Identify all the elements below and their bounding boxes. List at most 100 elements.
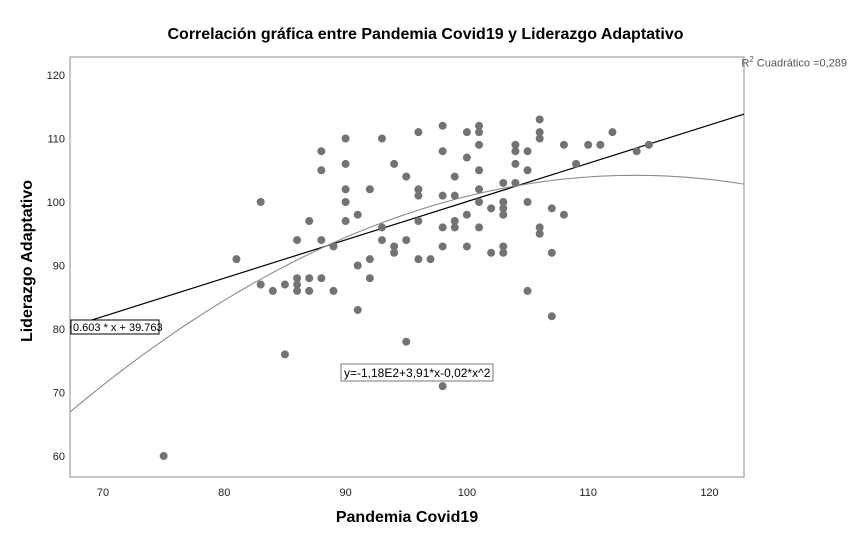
data-point [414, 185, 423, 194]
y-tick-label: 110 [47, 134, 65, 146]
y-tick-label: 90 [53, 261, 65, 273]
data-point [280, 280, 289, 289]
data-point [450, 217, 459, 226]
y-tick-label: 60 [53, 451, 65, 463]
x-tick-label: 110 [579, 487, 597, 499]
data-point [256, 198, 265, 206]
data-point [438, 223, 447, 232]
data-point [475, 185, 484, 194]
x-tick-label: 70 [97, 487, 109, 499]
data-point [511, 178, 520, 187]
data-point [547, 204, 556, 213]
data-point [596, 140, 605, 149]
axes: 70 80 90 100 110 120 60 70 80 90 100 110 120 [47, 56, 745, 499]
r2-value: Cuadrático =0,289 [756, 57, 847, 70]
data-point [475, 223, 484, 232]
data-point [414, 217, 423, 226]
data-point [511, 147, 520, 156]
data-point [305, 286, 314, 295]
data-point [232, 255, 241, 264]
r2-label: R2 Cuadrático =0,289 [741, 55, 847, 70]
data-point [462, 242, 471, 251]
linear-fit-line [70, 113, 744, 328]
data-point [317, 147, 326, 156]
data-point [511, 140, 520, 149]
data-point [535, 115, 544, 124]
data-point [341, 159, 350, 168]
data-point [511, 159, 520, 168]
data-point [341, 185, 350, 194]
data-point [523, 198, 532, 206]
data-point [499, 242, 508, 251]
data-point [523, 147, 532, 156]
x-tick-label: 90 [339, 487, 351, 499]
data-point [305, 274, 314, 283]
linear-fit-label-box [70, 319, 160, 335]
x-tick-label: 120 [700, 487, 718, 499]
x-tick-label: 100 [458, 487, 476, 499]
r2-superscript: 2 [749, 55, 754, 64]
quadratic-fit-label-box [340, 363, 494, 382]
data-point [390, 242, 399, 251]
data-point [523, 286, 532, 295]
data-point [293, 274, 302, 283]
data-point [438, 147, 447, 156]
data-point [341, 198, 350, 206]
data-point [305, 217, 314, 226]
data-point [414, 191, 423, 200]
data-point [268, 286, 277, 295]
data-point [499, 248, 508, 257]
data-point [341, 217, 350, 226]
data-point [547, 248, 556, 257]
data-point [438, 191, 447, 200]
data-point [438, 121, 447, 130]
data-point [317, 236, 326, 245]
data-point [475, 140, 484, 149]
data-point [402, 337, 411, 346]
data-point [584, 140, 593, 149]
data-point [475, 128, 484, 137]
data-point [159, 452, 168, 460]
y-tick-label: 80 [53, 324, 65, 336]
data-point [547, 312, 556, 321]
linear-fit-label: 0.603 * x + 39.763 [73, 322, 163, 334]
data-point [450, 172, 459, 181]
x-axis-label: Pandemia Covid19 [335, 509, 479, 526]
data-point [353, 261, 362, 270]
data-point [450, 223, 459, 232]
data-point [475, 166, 484, 175]
data-point [414, 255, 423, 264]
data-point [438, 242, 447, 251]
data-point [293, 286, 302, 295]
data-point [462, 210, 471, 219]
data-points [159, 115, 653, 460]
data-point [256, 280, 265, 289]
data-point [390, 248, 399, 257]
data-point [523, 166, 532, 175]
r2-prefix: R [741, 57, 750, 70]
data-point [499, 178, 508, 187]
plot-frame [69, 56, 745, 478]
data-point [487, 248, 496, 257]
quadratic-fit-curve [70, 174, 744, 413]
data-point [462, 128, 471, 137]
data-point [353, 305, 362, 314]
x-tick-label: 80 [218, 487, 230, 499]
data-point [377, 236, 386, 245]
data-point [559, 140, 568, 149]
data-point [293, 280, 302, 289]
data-point [402, 236, 411, 245]
data-point [535, 223, 544, 232]
data-point [535, 128, 544, 137]
data-point [499, 198, 508, 206]
fit-labels: 0.603 * x + 39.763 y=-1,18E2+3,91*x-0,02*… [70, 319, 494, 382]
data-point [280, 350, 289, 359]
data-point [365, 255, 374, 264]
data-point [499, 204, 508, 213]
y-tick-label: 100 [47, 197, 65, 209]
data-point [632, 147, 641, 156]
data-point [572, 159, 581, 168]
data-point [317, 166, 326, 175]
data-point [499, 210, 508, 219]
